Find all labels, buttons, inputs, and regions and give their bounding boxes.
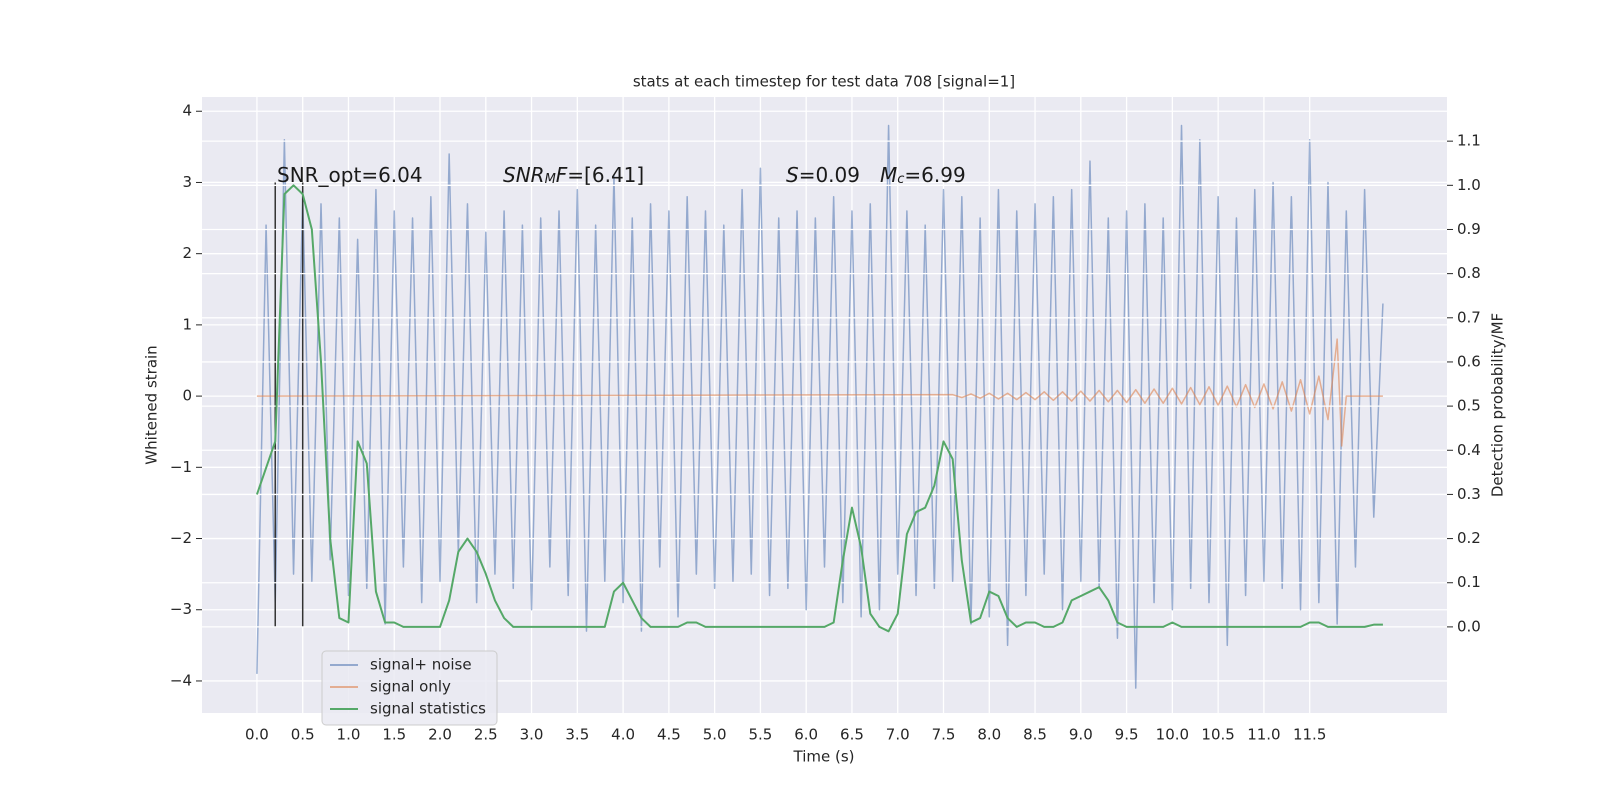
x-tick-label: 9.5: [1115, 726, 1139, 744]
x-axis-label: Time (s): [793, 748, 855, 766]
x-tick-label: 5.0: [703, 726, 727, 744]
x-tick-label: 3.5: [565, 726, 589, 744]
x-tick-label: 6.5: [840, 726, 864, 744]
y2-axis-label: Detection probability/MF: [1489, 313, 1507, 497]
x-tick-label: 9.0: [1069, 726, 1093, 744]
x-tick-label: 11.5: [1293, 726, 1326, 744]
x-tick-label: 2.0: [428, 726, 452, 744]
x-tick-label: 8.0: [977, 726, 1001, 744]
y2-tick-label: 0.8: [1457, 264, 1481, 282]
y-tick-label: −2: [170, 529, 192, 547]
y2-tick-label: 0.6: [1457, 352, 1481, 370]
series-line: [256, 338, 1383, 447]
x-tick-label: 3.0: [520, 726, 544, 744]
chart-title: stats at each timestep for test data 708…: [633, 73, 1015, 91]
y2-tick-label: 1.0: [1457, 176, 1481, 194]
x-tick-label: 4.5: [657, 726, 681, 744]
y-axis-label: Whitened strain: [143, 345, 161, 464]
legend-label: signal only: [370, 678, 451, 696]
annotation: SNRMF=[6.41]: [503, 163, 644, 188]
annotation-part: SNR: [503, 163, 545, 187]
legend-label: signal statistics: [370, 700, 486, 718]
x-tick-label: 1.0: [337, 726, 361, 744]
series-line: [256, 124, 1384, 689]
y-tick-label: −1: [170, 458, 192, 476]
annotation: S=0.09: [786, 163, 860, 187]
annotation-part: M: [545, 172, 556, 187]
x-tick-label: 8.5: [1023, 726, 1047, 744]
y2-tick-label: 1.1: [1457, 132, 1481, 150]
x-tick-label: 6.0: [794, 726, 818, 744]
x-tick-label: 10.0: [1156, 726, 1189, 744]
x-tick-label: 10.5: [1201, 726, 1234, 744]
annotation: SNR_opt=6.04: [277, 163, 423, 187]
x-tick-label: 7.0: [886, 726, 910, 744]
series-line: [255, 184, 1383, 633]
y2-tick-label: 0.0: [1457, 617, 1481, 635]
y2-tick-label: 0.2: [1457, 529, 1481, 547]
annotation: Mc=6.99: [880, 163, 966, 188]
y-tick-label: 1: [182, 315, 192, 333]
x-tick-label: 7.5: [932, 726, 956, 744]
y-tick-label: −3: [170, 600, 192, 618]
annotation-part: c: [897, 172, 904, 187]
y-tick-label: −4: [170, 671, 192, 689]
y2-tick-label: 0.3: [1457, 485, 1481, 503]
annotation-part: SNR_opt=6.04: [277, 163, 423, 187]
annotation-part: M: [880, 163, 897, 187]
annotation-part: =6.99: [904, 163, 965, 187]
x-tick-label: 2.5: [474, 726, 498, 744]
y-tick-label: 2: [182, 244, 192, 262]
y2-tick-label: 0.7: [1457, 308, 1481, 326]
x-tick-label: 11.0: [1247, 726, 1280, 744]
y-tick-label: 0: [182, 387, 192, 405]
legend-label: signal+ noise: [370, 656, 472, 674]
annotation-part: =0.09: [799, 163, 860, 187]
x-tick-label: 0.0: [245, 726, 269, 744]
y2-tick-label: 0.5: [1457, 397, 1481, 415]
y2-tick-label: 0.1: [1457, 573, 1481, 591]
x-tick-label: 0.5: [291, 726, 315, 744]
annotation-part: =[6.41]: [567, 163, 644, 187]
x-tick-label: 5.5: [748, 726, 772, 744]
annotation-part: S: [786, 163, 799, 187]
legend-box: [321, 650, 498, 726]
x-tick-label: 4.0: [611, 726, 635, 744]
y2-tick-label: 0.9: [1457, 220, 1481, 238]
x-tick-label: 1.5: [382, 726, 406, 744]
annotation-part: F: [556, 163, 568, 187]
y-tick-label: 4: [182, 102, 192, 120]
y-tick-label: 3: [182, 173, 192, 191]
y2-tick-label: 0.4: [1457, 441, 1481, 459]
